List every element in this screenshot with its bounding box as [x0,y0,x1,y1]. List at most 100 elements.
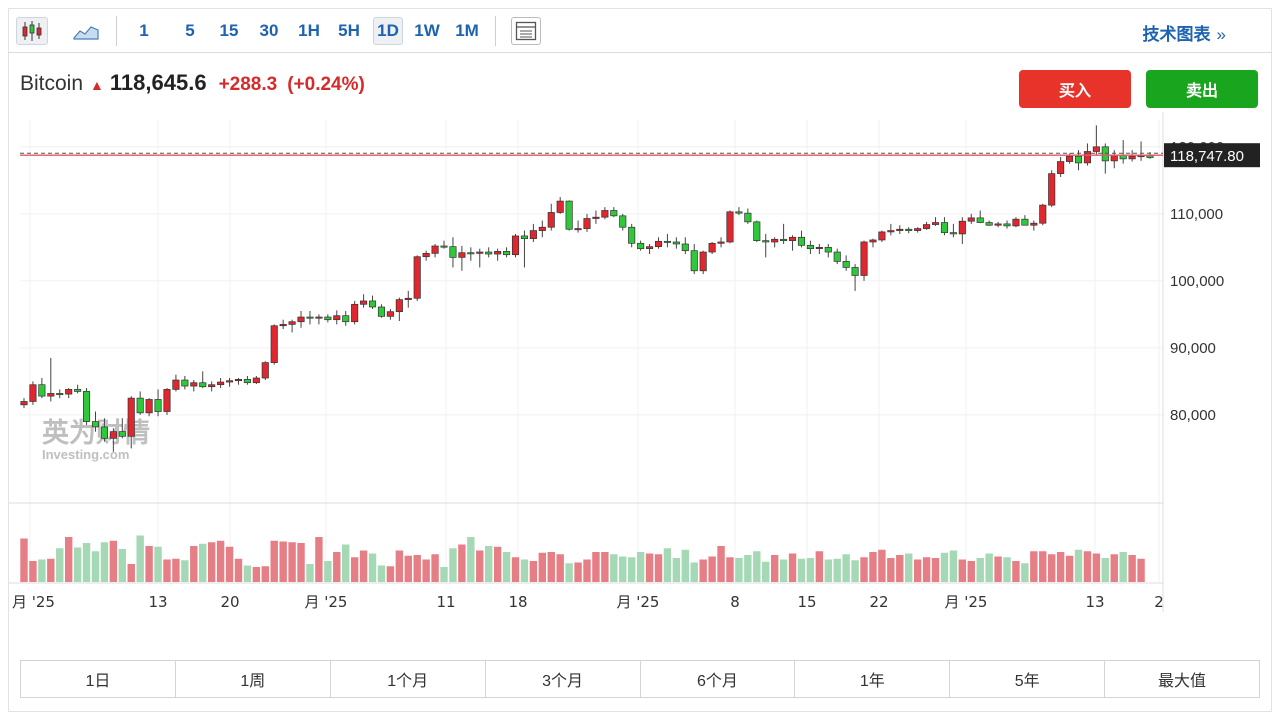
candle-body [976,217,984,223]
candle-body [467,252,475,255]
candlestick-chart-icon[interactable] [16,17,48,45]
x-tick-label: 22 [869,593,888,611]
volume-bar [261,566,269,582]
interval-1-button[interactable]: 1 [139,21,149,40]
range-option-6[interactable]: 5年 [950,661,1106,697]
volume-bar [118,549,127,582]
volume-bar [333,552,341,582]
volume-bar [994,556,1002,582]
candle-body [199,382,207,388]
candle-body [511,235,520,256]
interval-1m-button[interactable]: 1M [455,21,479,40]
candle-body [619,215,627,228]
candle-body [1048,173,1056,206]
candle-body [949,232,957,235]
buy-button[interactable]: 买入 [1019,70,1131,108]
x-tick-label: 15 [797,593,816,611]
interval-15-button[interactable]: 15 [219,21,239,40]
range-option-2[interactable]: 1个月 [331,661,486,697]
candle-body [556,200,564,213]
candle-body [315,316,323,319]
range-option-7[interactable]: 最大值 [1158,673,1207,690]
candle-body [842,261,850,268]
candle-body [377,306,386,317]
interval-1w-button[interactable]: 1W [414,21,440,40]
volume-bar [163,559,171,582]
volume-bar [913,559,922,582]
candle-body [485,251,493,255]
volume-bar [82,543,91,582]
range-option-5[interactable]: 1年 [795,661,951,697]
volume-bar [967,561,975,582]
interval-5-button[interactable]: 5 [185,21,195,40]
candle-body [663,240,671,243]
candle-body [386,311,394,317]
range-option-0[interactable]: 1日 [21,661,176,697]
volume-bar [350,557,359,582]
candle-body [440,245,448,248]
candle-body [592,216,600,219]
candle-body [520,235,528,239]
volume-bar [181,560,189,582]
candle-body [708,242,716,253]
volume-bar [887,558,895,582]
candle-body [833,251,841,262]
volume-bar [1039,551,1047,582]
candle-body [297,316,305,323]
candle-body [252,377,260,384]
range-option-3[interactable]: 3个月 [486,661,641,697]
volume-bar [985,553,993,582]
candle-body [601,210,609,218]
interval-5h-button[interactable]: 5H [338,21,360,40]
volume-bar [770,555,779,582]
volume-bar [958,559,967,582]
candle-body [583,218,591,229]
candle-body [610,210,618,217]
volume-bar [342,544,350,582]
candle-body [753,221,761,241]
volume-bar [1003,557,1011,582]
volume-bar [681,549,690,582]
volume-bar [922,557,931,582]
candle-body [234,379,243,382]
range-option-4[interactable]: 6个月 [641,661,796,697]
candle-body [145,399,153,414]
candle-body [208,384,216,388]
tech-chart-link[interactable]: 技术图表 » [1143,20,1226,45]
candle-body [1057,161,1065,174]
candle-body [565,200,573,230]
candle-body [91,421,100,428]
candle-body [1003,223,1011,227]
candle-body [985,222,993,226]
y-tick-label: 100,000 [1170,273,1224,290]
volume-bar [1128,555,1136,582]
volume-bar [860,557,868,582]
area-chart-icon[interactable] [70,17,102,45]
interval-30-button[interactable]: 30 [259,21,279,40]
candle-body [780,238,788,241]
volume-bar [744,555,752,582]
volume-bar [73,547,82,582]
table-view-icon[interactable] [511,17,541,45]
tech-chart-label: 技术图表 [1142,25,1211,44]
volume-bar [627,557,636,582]
volume-bar [726,557,734,582]
candle-body [83,391,91,422]
volume-bar [136,535,144,582]
volume-bar [735,558,743,582]
sell-button[interactable]: 卖出 [1146,70,1258,108]
volume-bar [896,555,904,582]
candle-body [422,253,430,258]
instrument-name: Bitcoin [20,72,84,95]
candle-body [735,211,743,214]
interval-1h-button[interactable]: 1H [298,21,320,40]
volume-bar [493,546,502,582]
volume-bar [779,559,788,582]
range-option-1[interactable]: 1周 [176,661,331,697]
candle-body [306,316,314,319]
volume-bar [368,553,377,582]
candle-body [243,379,251,384]
candlestick-chart[interactable]: 120,000110,000100,00090,00080,000英为财情Inv… [8,112,1272,612]
interval-1d-button[interactable]: 1D [373,17,403,45]
candle-body [38,384,46,397]
